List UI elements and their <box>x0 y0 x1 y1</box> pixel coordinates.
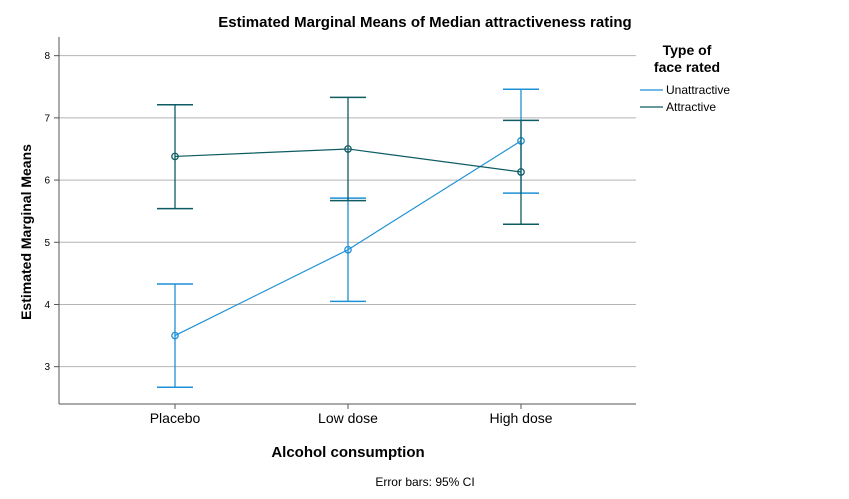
series-layer <box>157 88 539 388</box>
y-axis-title: Estimated Marginal Means <box>18 144 34 320</box>
y-tick-label: 7 <box>44 113 50 124</box>
x-tick-label: Placebo <box>150 410 201 426</box>
data-point <box>171 331 179 340</box>
y-tick-label: 8 <box>44 51 50 62</box>
x-axis-ticks: Placebo Low dose High dose <box>150 404 553 426</box>
y-tick-label: 4 <box>44 300 50 311</box>
x-axis-title: Alcohol consumption <box>271 444 424 461</box>
chart-title: Estimated Marginal Means of Median attra… <box>218 14 631 31</box>
x-tick-label: Low dose <box>318 410 378 426</box>
legend-title-line-2: face rated <box>654 59 720 75</box>
data-point <box>517 168 525 176</box>
y-tick-label: 3 <box>44 362 50 373</box>
legend-label-attractive: Attractive <box>666 100 716 114</box>
legend-label-unattractive: Unattractive <box>666 83 730 97</box>
error-bars-footnote: Error bars: 95% CI <box>375 475 474 489</box>
y-axis-ticks: 3 4 5 6 7 8 <box>44 51 59 373</box>
y-tick-label: 6 <box>44 176 50 187</box>
legend-title-line-1: Type of <box>663 42 712 58</box>
data-point <box>344 245 352 254</box>
legend: Type of face rated Unattractive Attractiv… <box>640 42 730 114</box>
series-unattractive <box>157 88 539 388</box>
data-point <box>171 152 179 161</box>
data-point <box>344 145 352 153</box>
x-tick-label: High dose <box>489 410 552 426</box>
y-tick-label: 5 <box>44 238 50 249</box>
series-attractive <box>157 96 539 225</box>
